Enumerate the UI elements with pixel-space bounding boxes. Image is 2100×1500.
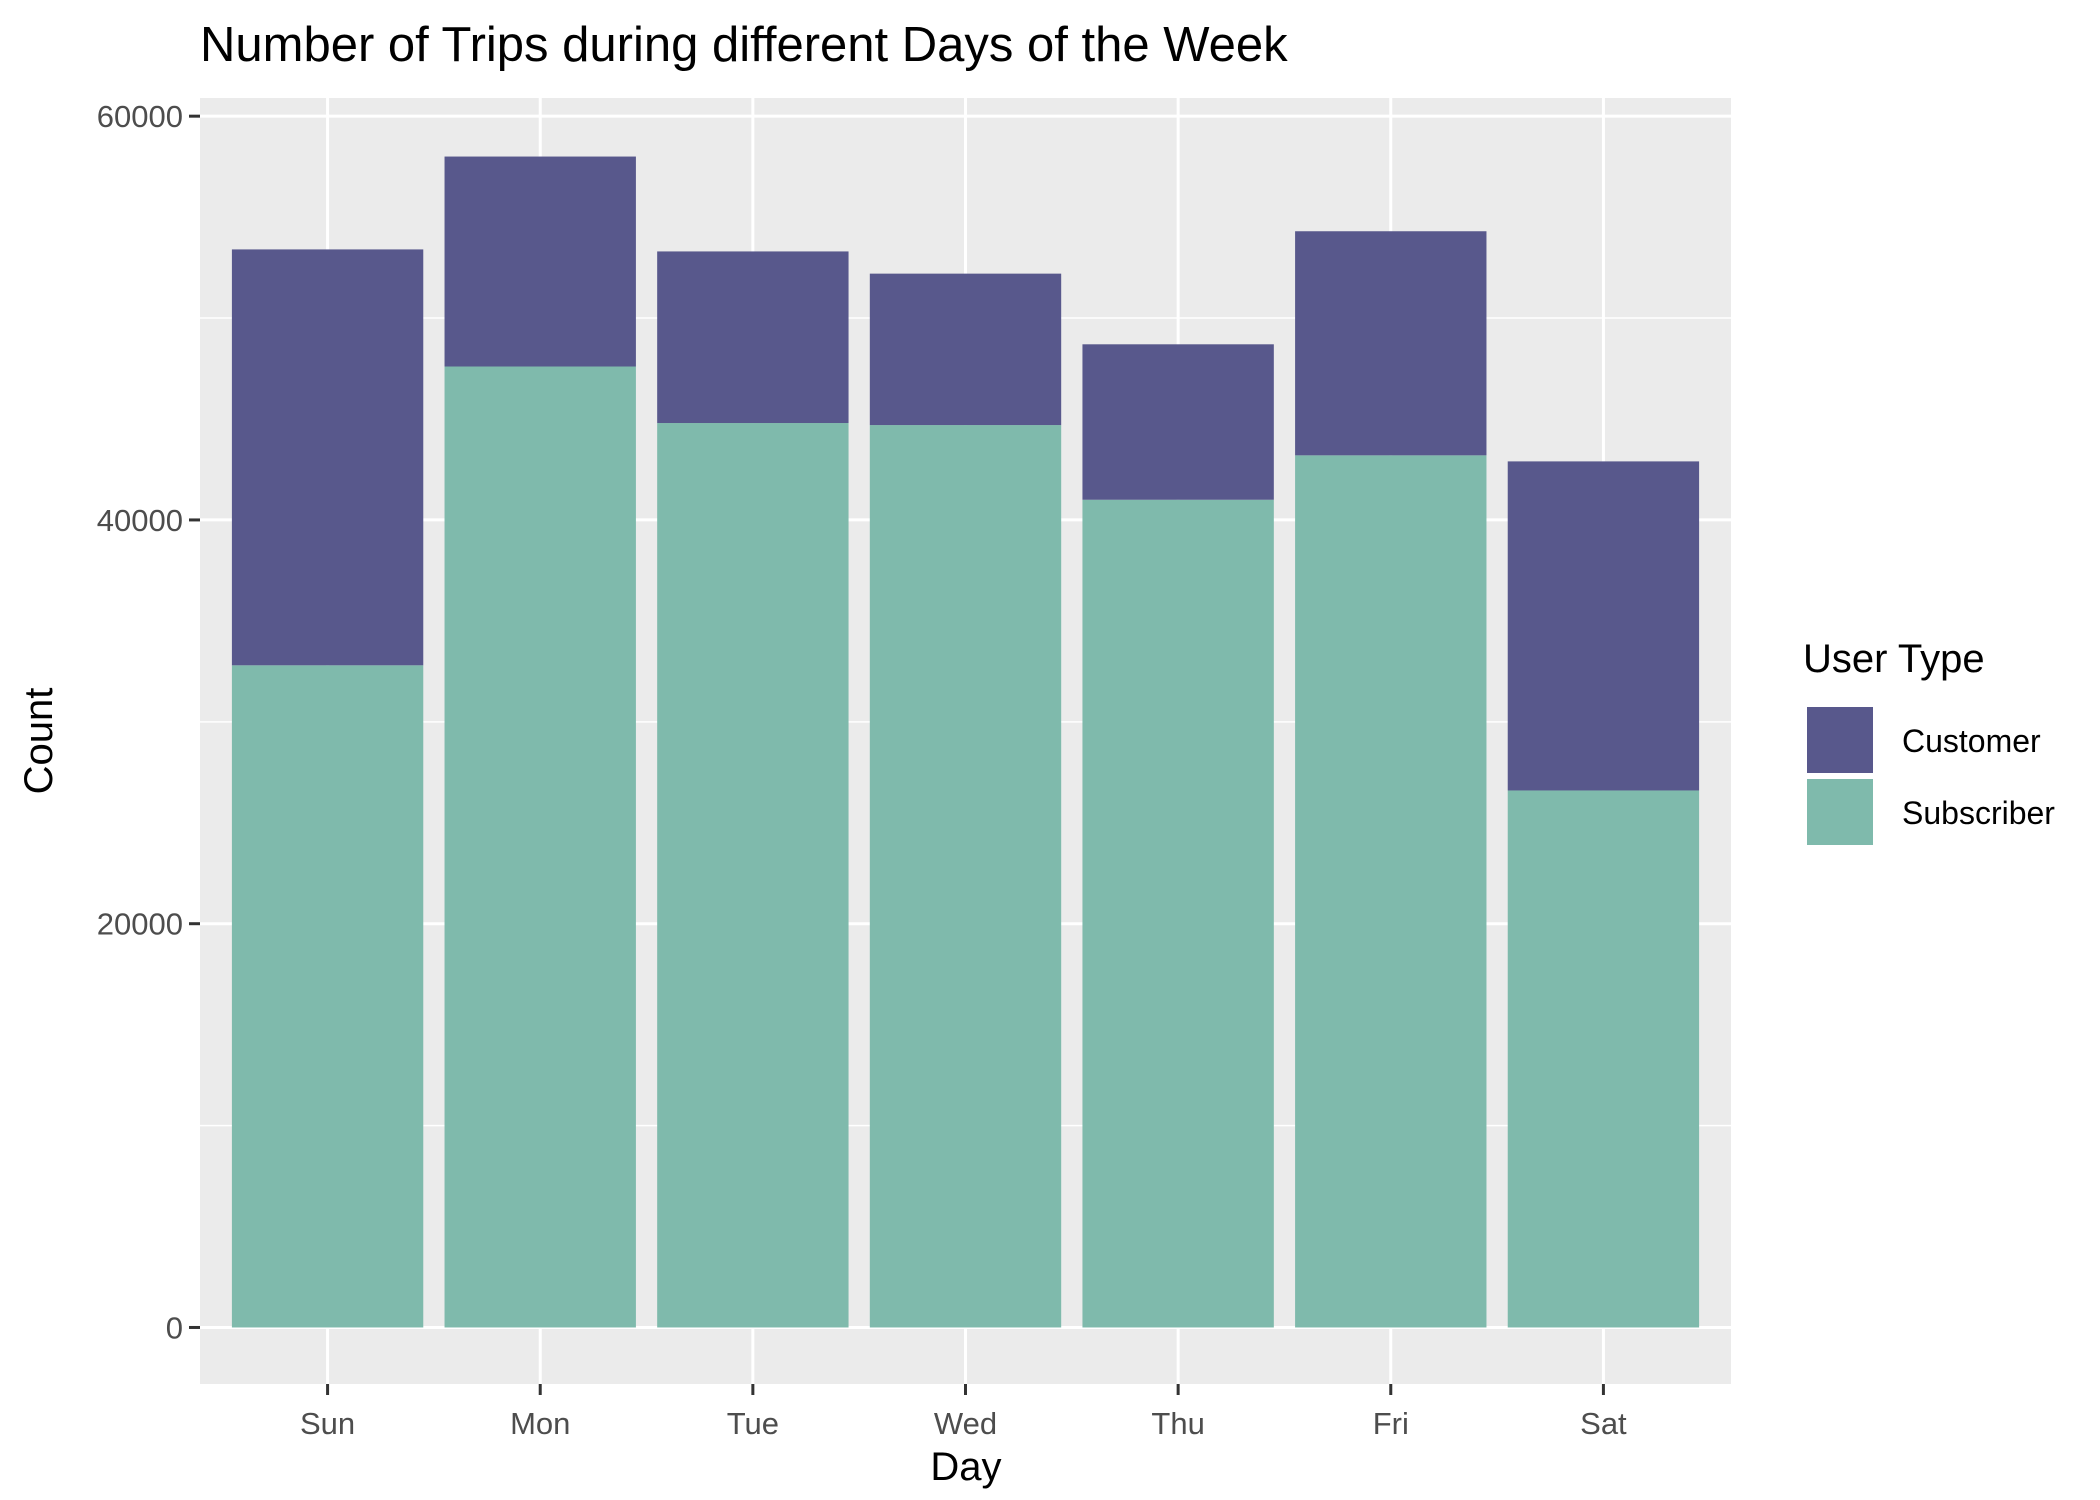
chart-title: Number of Trips during different Days of…	[200, 18, 1288, 72]
x-tick-label: Sun	[300, 1406, 355, 1441]
y-tick-label: 60000	[97, 99, 183, 134]
legend: User Type Customer Subscriber	[1803, 637, 2055, 847]
x-tick-label: Thu	[1151, 1406, 1204, 1441]
y-tick-label: 0	[166, 1310, 183, 1345]
legend-swatch-subscriber	[1807, 779, 1873, 845]
legend-label-subscriber: Subscriber	[1902, 795, 2055, 831]
x-tick-label: Tue	[727, 1406, 779, 1441]
bar-subscriber-mon	[444, 366, 636, 1328]
bar-subscriber-thu	[1082, 499, 1274, 1328]
bar-subscriber-fri	[1295, 455, 1487, 1328]
legend-title: User Type	[1803, 637, 1985, 681]
bar-customer-mon	[444, 156, 636, 367]
x-tick-label: Wed	[934, 1406, 997, 1441]
bars	[231, 156, 1700, 1328]
legend-swatch-customer	[1807, 707, 1873, 773]
bar-customer-sun	[231, 249, 424, 666]
bar-subscriber-tue	[657, 423, 849, 1328]
x-tick-label: Fri	[1373, 1406, 1409, 1441]
y-tick-label: 40000	[97, 503, 183, 538]
y-tick-label: 20000	[97, 907, 183, 942]
bar-customer-fri	[1295, 231, 1487, 456]
bar-customer-tue	[657, 251, 849, 424]
legend-label-customer: Customer	[1902, 723, 2041, 759]
bar-customer-thu	[1082, 344, 1274, 500]
x-tick-label: Sat	[1580, 1406, 1627, 1441]
bar-customer-wed	[869, 273, 1062, 426]
bar-subscriber-sun	[231, 665, 424, 1328]
axes: 0 20000 40000 60000 Sun Mon Tue Wed Thu Fri Sat	[97, 99, 1627, 1441]
y-axis-title: Count	[17, 688, 61, 795]
bar-subscriber-wed	[869, 425, 1062, 1328]
x-tick-label: Mon	[510, 1406, 570, 1441]
bar-subscriber-sat	[1507, 790, 1700, 1328]
bar-customer-sat	[1507, 461, 1700, 791]
legend-items: Customer Subscriber	[1805, 705, 2055, 847]
x-axis-title: Day	[930, 1445, 1001, 1489]
